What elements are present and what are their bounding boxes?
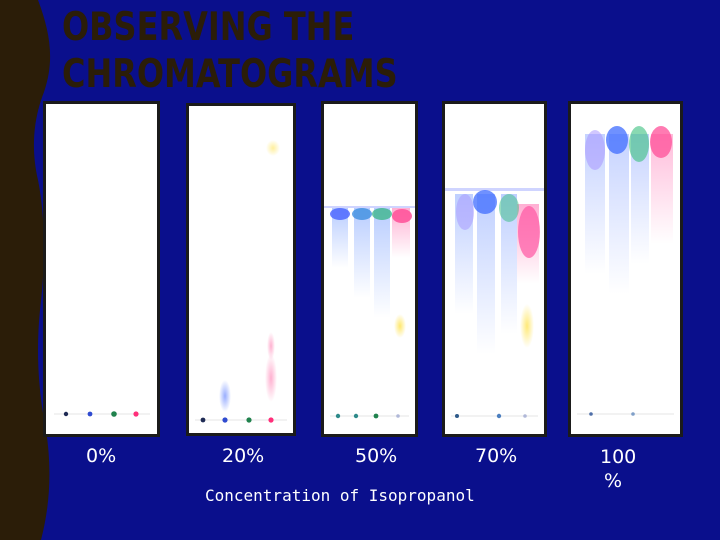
axis-title: Concentration of Isopropanol: [205, 486, 475, 505]
strip-0-spots: [54, 411, 150, 417]
label-70-percent: 70%: [475, 445, 518, 467]
label-100-line-1: 100: [600, 446, 637, 468]
strip-70-spots: [445, 188, 544, 419]
label-20-percent: 20%: [222, 445, 265, 467]
label-100-line-2: %: [604, 470, 623, 492]
label-50-percent: 50%: [355, 445, 398, 467]
strip-20-spots: [195, 140, 287, 423]
title-line-2: CHROMATOGRAMS: [62, 52, 398, 97]
label-100-percent: 100 %: [600, 445, 636, 493]
label-0-percent: 0%: [86, 445, 117, 467]
chromatogram-strip-20-percent: [186, 103, 296, 436]
page-title: OBSERVING THE CHROMATOGRAMS: [62, 4, 406, 98]
chromatogram-strip-50-percent: [321, 101, 418, 437]
title-line-1: OBSERVING THE: [62, 5, 355, 50]
chromatogram-strip-0-percent: [43, 101, 160, 437]
strip-50-spots: [324, 206, 415, 419]
chromatogram-strip-100-percent: [568, 101, 683, 437]
chromatogram-strip-70-percent: [442, 101, 547, 437]
strip-100-spots: [577, 126, 674, 416]
